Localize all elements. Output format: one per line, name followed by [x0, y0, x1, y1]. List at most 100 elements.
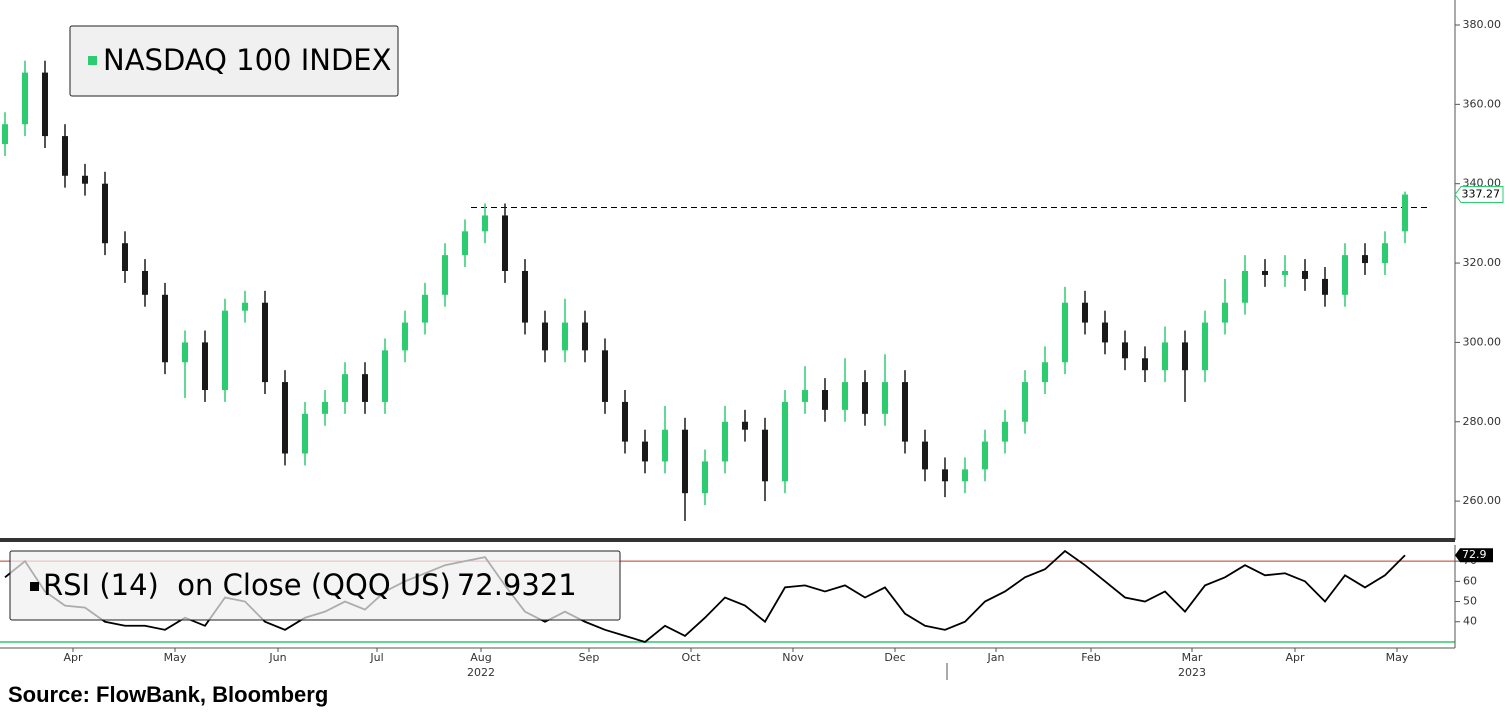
candle-body	[62, 136, 68, 176]
candle-body	[22, 72, 28, 125]
legend-value: 72.9321	[457, 568, 577, 602]
candle-body	[1042, 362, 1048, 383]
candle-body	[902, 382, 908, 442]
candle-body	[282, 382, 288, 454]
candle-body	[1382, 243, 1388, 264]
y-tick-label: 40	[1463, 615, 1477, 628]
candle-body	[602, 350, 608, 402]
candle-body	[42, 72, 48, 137]
candle-body	[242, 302, 248, 311]
candle-body	[922, 441, 928, 470]
x-tick-label: Jun	[268, 651, 286, 664]
x-tick-label: Apr	[1285, 651, 1305, 664]
candle-body	[382, 350, 388, 402]
candle-body	[1122, 342, 1128, 359]
x-tick-label: Aug	[470, 651, 491, 664]
candle-body	[2, 124, 8, 145]
x-tick-label: Jul	[369, 651, 383, 664]
candle-body	[582, 322, 588, 351]
x-tick-label: May	[164, 651, 187, 664]
candle-body	[1222, 302, 1228, 323]
x-tick-label: Sep	[579, 651, 600, 664]
legend-name: RSI (14) on Close (QQQ US)	[43, 568, 451, 602]
candle-body	[642, 441, 648, 462]
candle-body	[1102, 322, 1108, 343]
candle-body	[662, 429, 668, 462]
candle-body	[1062, 302, 1068, 363]
candle-body	[222, 310, 228, 391]
candle-body	[142, 270, 148, 295]
candle-body	[322, 401, 328, 414]
x-tick-label: Jan	[987, 651, 1005, 664]
candle-body	[1262, 270, 1268, 275]
candle-body	[1402, 194, 1408, 232]
candle-body	[842, 382, 848, 410]
rsi-tag-label: 72.9	[1462, 548, 1487, 561]
x-tick-label: Oct	[681, 651, 701, 664]
legend-box	[9, 550, 621, 621]
candle-body	[782, 401, 788, 482]
candle-body	[162, 294, 168, 363]
source: Source: FlowBank, Bloomberg	[8, 682, 328, 707]
candle-body	[522, 270, 528, 323]
candle-body	[1342, 255, 1348, 295]
candle-body	[1242, 270, 1248, 303]
legend-swatch	[30, 582, 39, 591]
y-tick-label: 260.00	[1463, 494, 1502, 507]
candle-body	[122, 243, 128, 271]
candle-body	[342, 374, 348, 402]
candle-body	[682, 429, 688, 494]
candle-body	[1322, 278, 1328, 295]
candle-body	[442, 255, 448, 295]
x-tick-label: Feb	[1081, 651, 1100, 664]
candle-body	[182, 342, 188, 363]
candle-body	[422, 294, 428, 323]
legend-swatch	[88, 56, 97, 65]
candle-body	[82, 175, 88, 184]
candle-body	[1182, 342, 1188, 371]
y-tick-label: 380.00	[1463, 18, 1502, 31]
candle-body	[1282, 270, 1288, 275]
candle-body	[362, 374, 368, 402]
candle-body	[1362, 255, 1368, 264]
x-tick-label: Dec	[884, 651, 905, 664]
candle-body	[482, 215, 488, 232]
candle-body	[942, 469, 948, 482]
candle-body	[802, 390, 808, 402]
candle-body	[202, 342, 208, 391]
candle-body	[302, 413, 308, 454]
x-tick-label: Apr	[63, 651, 83, 664]
candle-body	[1082, 302, 1088, 323]
candle-body	[982, 441, 988, 470]
candle-body	[262, 302, 268, 383]
x-tick-label: May	[1386, 651, 1409, 664]
candle-body	[102, 183, 108, 244]
year-label: 2022	[467, 666, 495, 679]
candle-body	[542, 322, 548, 351]
candle-body	[1142, 358, 1148, 371]
candle-body	[722, 421, 728, 462]
candle-body	[462, 231, 468, 256]
price-tag	[1454, 186, 1504, 204]
legend-label: RSI (14) on Close (QQQ US) 72.9321	[43, 568, 577, 602]
x-tick-label: Nov	[782, 651, 804, 664]
candle-body	[1002, 421, 1008, 442]
candle-body	[1202, 322, 1208, 371]
legend-box	[69, 25, 399, 97]
candle-body	[822, 390, 828, 410]
legend-label: NASDAQ 100 INDEX	[103, 43, 391, 77]
year-label: 2023	[1178, 666, 1206, 679]
candle-body	[402, 322, 408, 351]
candle-body	[562, 322, 568, 351]
candle-body	[622, 401, 628, 442]
y-tick-label: 60	[1463, 574, 1477, 587]
candle-body	[502, 215, 508, 271]
y-tick-label: 50	[1463, 595, 1477, 608]
y-tick-label: 320.00	[1463, 256, 1502, 269]
panel-separator	[0, 538, 1455, 542]
y-tick-label: 280.00	[1463, 415, 1502, 428]
x-tick-label: Mar	[1182, 651, 1203, 664]
y-tick-label: 360.00	[1463, 97, 1502, 110]
